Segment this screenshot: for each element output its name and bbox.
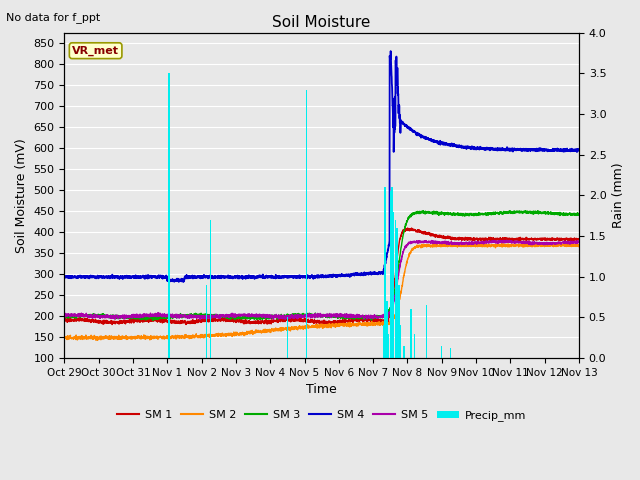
Bar [395,220,396,358]
Bar [383,325,384,358]
Bar [390,191,391,358]
Bar [209,220,211,358]
Bar [391,187,393,358]
Text: No data for f_ppt: No data for f_ppt [6,12,100,23]
Bar [410,309,412,358]
Text: VR_met: VR_met [72,46,119,56]
Legend: SM 1, SM 2, SM 3, SM 4, SM 5, Precip_mm: SM 1, SM 2, SM 3, SM 4, SM 5, Precip_mm [113,406,531,426]
Bar [441,346,442,358]
Bar [386,301,388,358]
Bar [393,212,394,358]
Bar [450,348,451,358]
Bar [400,325,401,358]
Bar [403,346,404,358]
Bar [287,317,288,358]
X-axis label: Time: Time [307,383,337,396]
Title: Soil Moisture: Soil Moisture [273,15,371,30]
Bar [305,89,307,358]
Bar [385,187,386,358]
Y-axis label: Soil Moisture (mV): Soil Moisture (mV) [15,138,28,252]
Bar [168,73,170,358]
Y-axis label: Rain (mm): Rain (mm) [612,162,625,228]
Bar [426,305,427,358]
Bar [396,228,398,358]
Bar [398,285,399,358]
Bar [388,334,389,358]
Bar [413,334,415,358]
Bar [206,285,207,358]
